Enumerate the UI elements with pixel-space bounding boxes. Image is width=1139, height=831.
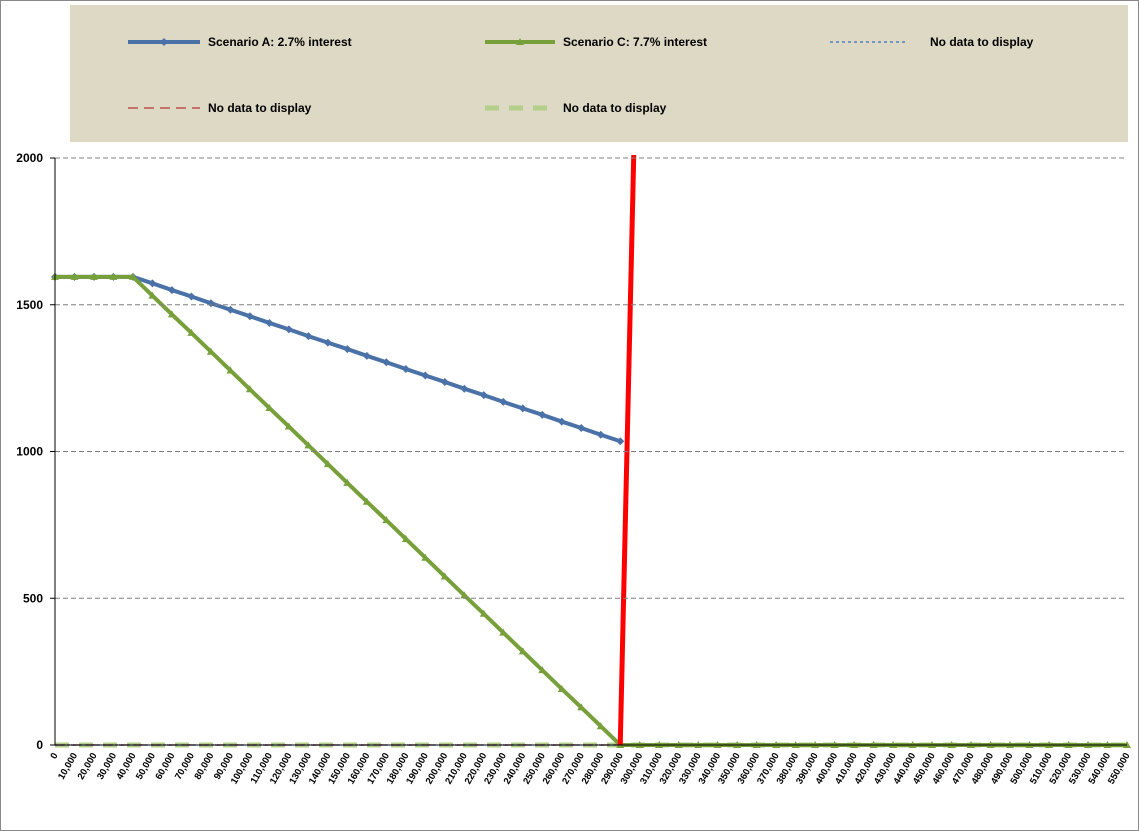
data-point: [187, 328, 196, 336]
data-point: [401, 534, 410, 542]
legend-marker: [160, 38, 168, 46]
data-point: [499, 397, 508, 406]
legend-label: Scenario A: 2.7% interest: [208, 35, 352, 49]
data-point: [148, 279, 157, 288]
data-point: [284, 422, 293, 430]
data-point: [460, 591, 469, 599]
data-point: [343, 478, 352, 486]
data-point: [499, 628, 508, 636]
data-point: [89, 272, 98, 280]
data-point: [343, 345, 352, 354]
data-point: [245, 385, 254, 393]
data-point: [538, 666, 547, 674]
data-point: [596, 722, 605, 730]
legend-marker: [516, 38, 524, 45]
data-point: [362, 351, 371, 360]
data-point: [187, 292, 196, 301]
data-point: [382, 358, 391, 367]
y-tick-label: 2000: [16, 151, 43, 165]
data-point: [148, 291, 157, 299]
data-point: [304, 332, 313, 341]
data-point: [245, 312, 254, 321]
data-point: [577, 424, 586, 433]
data-point: [265, 404, 274, 412]
data-point: [265, 318, 274, 327]
data-point: [440, 377, 449, 386]
data-point: [518, 647, 527, 655]
data-point: [206, 347, 215, 355]
data-point: [421, 553, 430, 561]
data-point: [557, 417, 566, 426]
data-point: [304, 441, 313, 449]
data-point: [70, 272, 79, 280]
data-point: [479, 391, 488, 400]
data-point: [460, 384, 469, 393]
data-point: [206, 299, 215, 308]
data-point: [401, 365, 410, 374]
data-point: [557, 684, 566, 692]
data-point: [167, 310, 176, 318]
data-point: [167, 286, 176, 295]
data-point: [421, 371, 430, 380]
data-point: [109, 272, 118, 280]
data-point: [128, 272, 137, 280]
legend-box: [70, 5, 1128, 142]
legend-label: No data to display: [208, 101, 312, 115]
x-tick-label: 0: [48, 751, 60, 761]
data-point: [440, 572, 449, 580]
data-point: [226, 366, 235, 374]
data-point: [382, 516, 391, 524]
data-point: [616, 437, 625, 446]
legend-label: No data to display: [930, 35, 1034, 49]
data-point: [479, 609, 488, 617]
data-point: [538, 410, 547, 419]
data-point: [226, 305, 235, 314]
y-tick-label: 1500: [16, 298, 43, 312]
series-line: [617, 155, 637, 746]
y-tick-label: 0: [36, 738, 43, 752]
series-line: [55, 274, 621, 444]
y-tick-label: 500: [23, 591, 43, 605]
data-point: [323, 460, 332, 468]
data-point: [284, 325, 293, 334]
y-tick-label: 1000: [16, 445, 43, 459]
legend-label: Scenario C: 7.7% interest: [563, 35, 707, 49]
data-point: [518, 404, 527, 413]
data-point: [577, 703, 586, 711]
data-point: [362, 497, 371, 505]
legend-label: No data to display: [563, 101, 667, 115]
data-point: [323, 338, 332, 347]
data-point: [596, 430, 605, 439]
